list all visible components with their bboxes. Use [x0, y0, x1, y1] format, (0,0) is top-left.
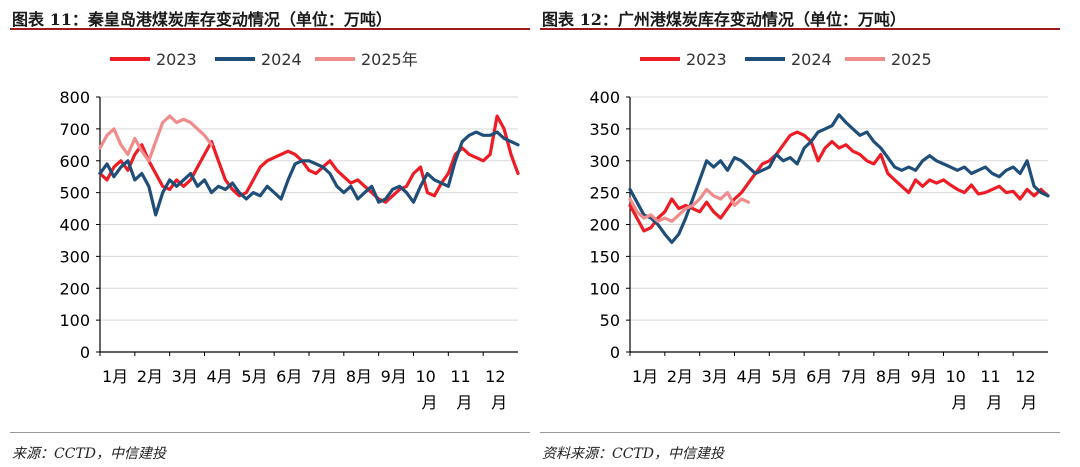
- x-tick-label: 3月: [172, 367, 198, 386]
- x-tick-label-line2: 月: [1021, 393, 1037, 412]
- x-tick-label: 12: [1015, 367, 1035, 386]
- x-tick-label: 8月: [346, 367, 372, 386]
- x-tick-label: 11: [450, 367, 470, 386]
- y-tick-label: 150: [589, 247, 620, 266]
- series-line-2025: [628, 187, 750, 223]
- x-tick-label: 7月: [841, 367, 867, 386]
- legend-label: 2024: [261, 50, 302, 69]
- title-bar: 图表 11：秦皇岛港煤炭库存变动情况（单位：万吨）: [10, 4, 530, 30]
- chart-panel-guangzhou: 图表 12：广州港煤炭库存变动情况（单位：万吨） 0 50 100 150 200 250…: [540, 0, 1060, 467]
- footer-rule: [10, 432, 530, 433]
- title-bar: 图表 12：广州港煤炭库存变动情况（单位：万吨）: [540, 4, 1060, 30]
- y-tick-label: 400: [589, 88, 620, 107]
- x-tick-label: 7月: [311, 367, 337, 386]
- x-tick-label: 1月: [102, 367, 128, 386]
- series-line-2025年: [98, 114, 214, 163]
- x-tick-label-line2: 月: [422, 393, 438, 412]
- series-line-2023: [98, 114, 520, 204]
- x-tick-label: 6月: [276, 367, 302, 386]
- y-tick-label: 100: [589, 279, 620, 298]
- chart-title: 图表 11：秦皇岛港煤炭库存变动情况（单位：万吨）: [12, 10, 392, 29]
- series-line-2024: [628, 113, 1050, 244]
- x-tick-label: 3月: [702, 367, 728, 386]
- legend-label: 2025: [891, 50, 932, 69]
- series-line-2023: [628, 130, 1050, 233]
- x-tick-label: 4月: [737, 367, 763, 386]
- y-tick-label: 400: [59, 216, 90, 235]
- y-tick-label: 300: [589, 152, 620, 171]
- x-tick-label: 9月: [381, 367, 407, 386]
- y-tick-label: 200: [589, 216, 620, 235]
- y-tick-label: 0: [610, 343, 620, 362]
- x-tick-label: 6月: [806, 367, 832, 386]
- chart-svg: 0 100 200 300 400 500 600 700 800 1月 2月 3月 4月 5月 6月 7月 8…: [59, 50, 520, 412]
- footer-rule: [540, 432, 1060, 433]
- y-tick-label: 300: [59, 247, 90, 266]
- x-tick-label: 10: [946, 367, 966, 386]
- y-tick-label: 600: [59, 152, 90, 171]
- x-tick-label: 11: [980, 367, 1000, 386]
- x-tick-label-line2: 月: [491, 393, 507, 412]
- x-tick-label: 5月: [771, 367, 797, 386]
- x-tick-label-line2: 月: [986, 393, 1002, 412]
- chart-source: 来源：CCTD，中信建投: [12, 446, 166, 462]
- x-tick-label: 4月: [207, 367, 233, 386]
- chart-panel-qinhuangdao: 图表 11：秦皇岛港煤炭库存变动情况（单位：万吨） 0 100 200 300 400 5…: [10, 0, 530, 467]
- y-tick-label: 800: [59, 88, 90, 107]
- x-tick-label-line2: 月: [456, 393, 472, 412]
- y-tick-label: 250: [589, 184, 620, 203]
- legend-label: 2025年: [361, 50, 418, 69]
- x-tick-label: 9月: [911, 367, 937, 386]
- x-tick-label: 5月: [241, 367, 267, 386]
- y-tick-label: 0: [80, 343, 90, 362]
- chart-svg: 0 50 100 150 200 250 300 350 400 1月 2月 3月 4月 5月 6月 7月 8月…: [589, 50, 1050, 412]
- y-tick-label: 500: [59, 184, 90, 203]
- y-tick-label: 100: [59, 311, 90, 330]
- x-tick-label: 2月: [667, 367, 693, 386]
- y-tick-label: 50: [600, 311, 620, 330]
- x-tick-label: 12: [485, 367, 505, 386]
- x-tick-label: 8月: [876, 367, 902, 386]
- series-line-2024: [98, 130, 520, 217]
- y-tick-label: 200: [59, 279, 90, 298]
- legend-label: 2023: [686, 50, 727, 69]
- chart-source: 资料来源：CCTD，中信建投: [542, 446, 724, 462]
- y-tick-label: 350: [589, 120, 620, 139]
- legend-label: 2024: [791, 50, 832, 69]
- chart-title: 图表 12：广州港煤炭库存变动情况（单位：万吨）: [542, 10, 906, 29]
- x-tick-label-line2: 月: [952, 393, 968, 412]
- x-tick-label: 2月: [137, 367, 163, 386]
- legend-label: 2023: [156, 50, 197, 69]
- x-tick-label: 10: [416, 367, 436, 386]
- y-tick-label: 700: [59, 120, 90, 139]
- x-tick-label: 1月: [632, 367, 658, 386]
